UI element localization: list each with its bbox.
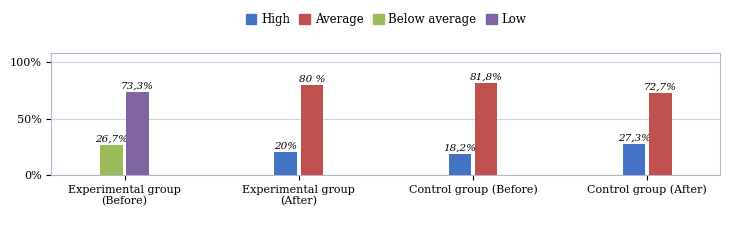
Text: 26,7%: 26,7% <box>95 135 128 144</box>
Bar <box>126 93 149 175</box>
Text: 73,3%: 73,3% <box>121 82 154 91</box>
Bar <box>100 145 123 175</box>
Bar <box>301 85 323 175</box>
Text: 80 %: 80 % <box>298 75 325 84</box>
Text: 81,8%: 81,8% <box>470 73 503 82</box>
Bar <box>649 93 672 175</box>
Text: 18,2%: 18,2% <box>443 144 476 153</box>
Bar <box>623 144 645 175</box>
Legend: High, Average, Below average, Low: High, Average, Below average, Low <box>245 13 526 26</box>
Text: 20%: 20% <box>274 142 297 151</box>
Bar <box>448 155 471 175</box>
Text: 72,7%: 72,7% <box>644 83 677 92</box>
Bar <box>475 83 498 175</box>
Text: 27,3%: 27,3% <box>617 134 650 143</box>
Bar <box>274 152 297 175</box>
